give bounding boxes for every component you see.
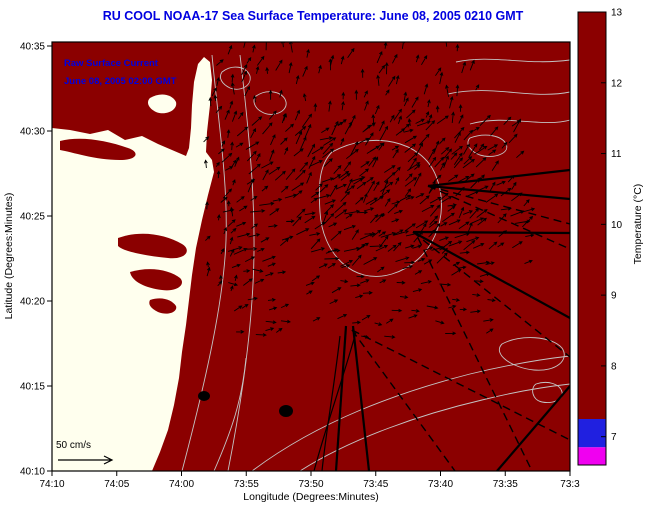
station-dot xyxy=(198,391,210,401)
current-vector-cluster xyxy=(227,42,480,127)
scale-arrow-glyph xyxy=(58,455,114,465)
radar-bearing-line xyxy=(427,184,570,201)
x-tick-label: 73:45 xyxy=(363,479,388,490)
colorbar-tick-label: 12 xyxy=(611,78,623,89)
current-vectors-layer xyxy=(203,42,536,339)
colorbar-segment xyxy=(578,419,606,448)
colorbar-tick-label: 10 xyxy=(611,220,623,231)
contour-line xyxy=(467,134,508,157)
colorbar-tick-label: 9 xyxy=(611,291,617,302)
radar-lines-solid-layer xyxy=(334,168,570,471)
land-patches-layer xyxy=(148,94,177,114)
current-vector-cluster xyxy=(228,263,496,339)
contour-line xyxy=(253,91,287,115)
x-tick-label: 73:3 xyxy=(560,479,580,490)
colorbar-border xyxy=(577,11,607,466)
land-mass xyxy=(52,57,214,471)
x-tick-label: 74:10 xyxy=(39,479,64,490)
contour-line xyxy=(447,90,570,95)
contour-line xyxy=(499,337,565,371)
y-axis-label: Latitude (Degrees:Minutes) xyxy=(3,193,15,320)
y-axis-ticks: 40:35 40:30 40:25 40:20 40:15 40:10 xyxy=(20,42,52,478)
y-tick-label: 40:10 xyxy=(20,467,45,478)
track-lines-layer xyxy=(313,331,357,471)
annotation-current-datetime: June 08, 2005 02:00 GMT xyxy=(64,76,177,87)
contour-line xyxy=(455,58,570,63)
colorbar-label: Temperature (°C) xyxy=(632,184,644,265)
contour-line xyxy=(213,357,247,471)
current-vector-cluster xyxy=(203,59,238,292)
colorbar-segment xyxy=(578,447,606,465)
station-dots-layer xyxy=(198,391,293,417)
colorbar-tick-label: 13 xyxy=(611,8,623,19)
x-axis-label: Longitude (Degrees:Minutes) xyxy=(243,491,378,503)
scale-arrow-label: 50 cm/s xyxy=(56,440,91,451)
radar-bearing-line-dashed xyxy=(427,185,570,225)
inland-water-patch xyxy=(118,233,187,259)
radar-bearing-line xyxy=(412,230,570,235)
x-tick-label: 73:50 xyxy=(298,479,323,490)
x-tick-label: 74:05 xyxy=(104,479,129,490)
contour-line xyxy=(469,119,570,125)
land-patch xyxy=(148,94,177,114)
radar-bearing-line-dashed xyxy=(351,329,570,441)
colorbar-tick-label: 11 xyxy=(611,149,622,160)
colorbar-tick-label: 8 xyxy=(611,361,617,372)
x-tick-label: 73:35 xyxy=(493,479,518,490)
radar-bearing-line xyxy=(496,385,570,471)
y-tick-label: 40:20 xyxy=(20,297,45,308)
radar-lines-dashed-layer xyxy=(351,185,570,471)
radar-bearing-line xyxy=(412,231,570,319)
contour-line xyxy=(227,54,255,471)
radar-bearing-line-dashed xyxy=(351,329,456,471)
y-tick-label: 40:15 xyxy=(20,382,45,393)
inland-water-layer xyxy=(60,138,187,314)
scale-arrow xyxy=(58,455,114,465)
current-vector-cluster xyxy=(221,108,525,199)
radar-bearing-line xyxy=(427,168,570,188)
colorbar-segment xyxy=(578,12,606,419)
y-tick-label: 40:35 xyxy=(20,42,45,53)
y-tick-label: 40:30 xyxy=(20,127,45,138)
radar-bearing-line xyxy=(351,325,371,471)
x-tick-label: 74:00 xyxy=(169,479,194,490)
x-axis-ticks: 74:10 74:05 74:00 73:55 73:50 73:45 73:40 73:35… xyxy=(39,471,580,490)
current-vector-cluster xyxy=(220,189,536,267)
radar-bearing-line xyxy=(334,325,348,471)
track-line xyxy=(313,331,357,471)
y-tick-label: 40:25 xyxy=(20,212,45,223)
inland-water-patch xyxy=(149,298,177,314)
plot-title: RU COOL NOAA-17 Sea Surface Temperature:… xyxy=(103,9,524,23)
inland-water-patch xyxy=(60,138,136,160)
contour-line xyxy=(299,383,570,471)
current-vector-cluster xyxy=(295,113,484,254)
map-layers: Raw Surface Current June 08, 2005 02:00 … xyxy=(52,42,570,471)
contour-line xyxy=(219,66,251,90)
radar-bearing-line-dashed xyxy=(417,237,533,471)
annotation-raw-surface-current: Raw Surface Current xyxy=(64,58,159,69)
station-dot xyxy=(279,405,293,417)
x-tick-label: 73:55 xyxy=(234,479,259,490)
colorbar-ticks: 13 12 11 10 9 8 7 xyxy=(601,8,623,443)
radar-bearing-line-dashed xyxy=(412,231,570,358)
colorbar-tick-label: 7 xyxy=(611,432,617,443)
colorbar xyxy=(578,12,606,465)
x-tick-label: 73:40 xyxy=(428,479,453,490)
inland-water-patch xyxy=(130,269,182,291)
track-line xyxy=(321,335,341,471)
